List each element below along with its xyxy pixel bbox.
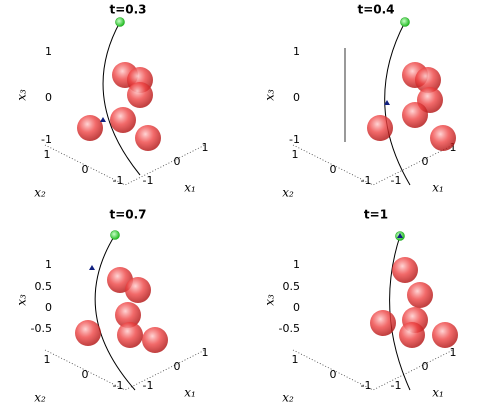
z-tick-label: 0 — [45, 91, 52, 104]
x1-tick-label: 0 — [422, 360, 429, 373]
start-point — [110, 230, 120, 240]
x2-tick-label: 1 — [292, 148, 299, 161]
axis-box — [44, 144, 206, 186]
start-point — [115, 17, 125, 27]
x1-tick-label: 1 — [450, 346, 457, 359]
x1-tick-label: -1 — [391, 174, 402, 187]
z-axis-label: x₃ — [15, 294, 29, 306]
particle — [135, 125, 161, 151]
x2-axis-label: x₂ — [34, 391, 46, 405]
particle — [370, 310, 396, 336]
z-tick-label: 1 — [293, 258, 300, 271]
particle — [110, 107, 136, 133]
x2-tick-label: 0 — [82, 368, 89, 381]
z-tick-label: 0 — [293, 91, 300, 104]
panel: t=0.3 1 0 -1 1 0 -1 -1 0 1 x₃ x₂ x₁ — [15, 3, 209, 200]
x1-tick-label: 0 — [422, 155, 429, 168]
particle — [127, 82, 153, 108]
z-tick-label: -1 — [41, 133, 52, 146]
z-tick-label: -0.5 — [279, 322, 300, 335]
z-tick-label: 1 — [293, 45, 300, 58]
x2-tick-label: 0 — [330, 368, 337, 381]
panel-title: t=1 — [364, 208, 388, 222]
particle — [402, 102, 428, 128]
particle — [142, 327, 168, 353]
x2-tick-label: -1 — [113, 379, 124, 392]
x2-tick-label: -1 — [361, 174, 372, 187]
panel-title: t=0.4 — [357, 3, 394, 17]
z-tick-label: -1 — [289, 133, 300, 146]
z-axis-label: x₃ — [263, 89, 277, 101]
x1-tick-label: -1 — [143, 379, 154, 392]
z-tick-label: 0 — [293, 301, 300, 314]
x2-tick-label: -1 — [361, 379, 372, 392]
axis-box — [292, 349, 454, 391]
x2-axis-label: x₂ — [282, 391, 294, 405]
x1-axis-label: x₁ — [432, 181, 444, 195]
panel-title: t=0.7 — [109, 208, 146, 222]
z-tick-label: 0.5 — [35, 280, 53, 293]
x1-tick-label: -1 — [143, 174, 154, 187]
x1-axis-label: x₁ — [184, 386, 196, 400]
axis-box — [292, 144, 454, 186]
current-point — [100, 117, 106, 122]
particle — [430, 125, 456, 151]
z-axis-label: x₃ — [263, 294, 277, 306]
particle — [399, 322, 425, 348]
x2-tick-label: 0 — [82, 163, 89, 176]
x1-tick-label: 0 — [174, 155, 181, 168]
x1-tick-label: 1 — [450, 141, 457, 154]
x2-tick-label: 0 — [330, 163, 337, 176]
start-point — [400, 17, 410, 27]
particle — [407, 282, 433, 308]
z-tick-label: 1 — [45, 258, 52, 271]
trajectory — [384, 21, 411, 186]
current-point — [384, 100, 390, 105]
particle — [115, 302, 141, 328]
x2-axis-label: x₂ — [282, 186, 294, 200]
trajectory — [102, 21, 141, 176]
x1-axis-label: x₁ — [184, 181, 196, 195]
particle — [392, 257, 418, 283]
x1-tick-label: 0 — [174, 360, 181, 373]
z-tick-label: 1 — [45, 45, 52, 58]
particle — [432, 322, 458, 348]
x2-tick-label: 1 — [44, 148, 51, 161]
particle — [77, 115, 103, 141]
x1-axis-label: x₁ — [432, 386, 444, 400]
z-tick-label: 0.5 — [283, 280, 301, 293]
panel: t=0.4 1 0 -1 1 0 -1 -1 0 1 x₃ x₂ x₁ — [263, 3, 457, 200]
particle — [117, 322, 143, 348]
x1-tick-label: 1 — [202, 346, 209, 359]
current-point — [397, 233, 403, 238]
z-axis-label: x₃ — [15, 89, 29, 101]
particle — [125, 277, 151, 303]
z-tick-label: -0.5 — [31, 322, 52, 335]
particle — [75, 320, 101, 346]
x2-axis-label: x₂ — [34, 186, 46, 200]
particle — [415, 67, 441, 93]
x2-tick-label: 1 — [44, 353, 51, 366]
trajectory — [94, 234, 136, 391]
x1-tick-label: 1 — [202, 141, 209, 154]
particle — [367, 115, 393, 141]
x2-tick-label: 1 — [292, 353, 299, 366]
z-tick-label: 0 — [45, 301, 52, 314]
panel: t=1 1 0.5 0 -0.5 1 0 -1 -1 0 1 x₃ x₂ x₁ — [263, 208, 458, 405]
current-point — [89, 265, 95, 270]
x1-tick-label: -1 — [391, 379, 402, 392]
x2-tick-label: -1 — [113, 174, 124, 187]
axis-box — [44, 349, 206, 391]
panel-title: t=0.3 — [109, 3, 146, 17]
panel: t=0.7 1 0.5 0 -0.5 1 0 -1 -1 0 1 x₃ x₂ x₁ — [15, 208, 209, 405]
